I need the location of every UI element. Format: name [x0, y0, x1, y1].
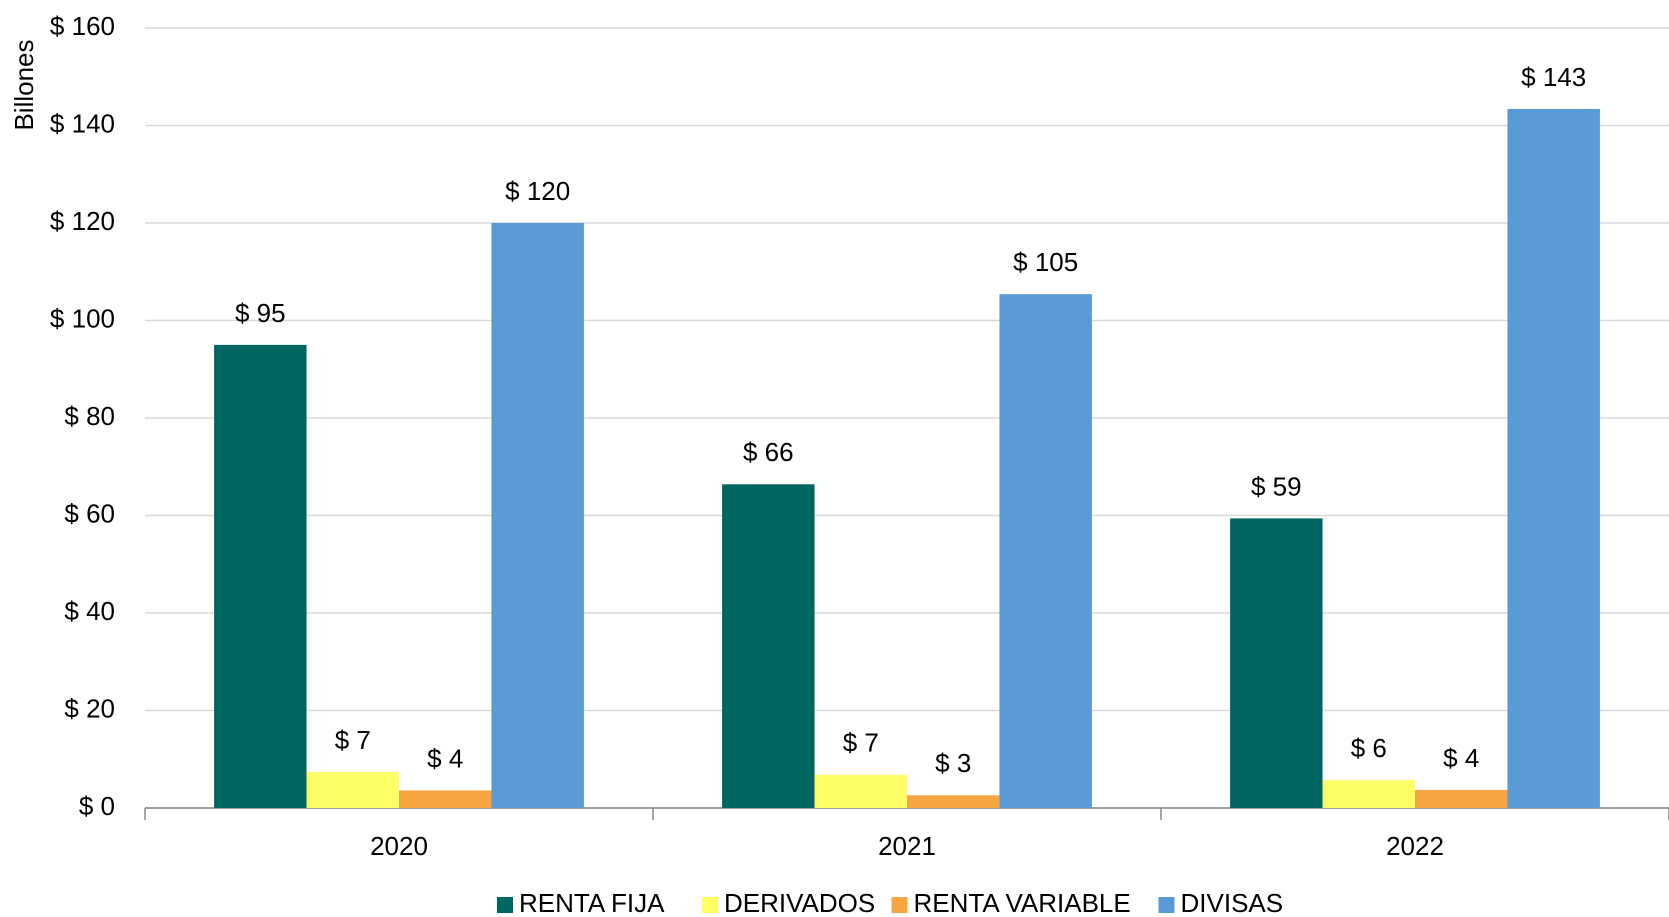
y-tick-label: $ 140: [50, 108, 115, 138]
bar: [1322, 780, 1415, 808]
legend-label: DERIVADOS: [724, 888, 875, 917]
y-tick-label: $ 160: [50, 11, 115, 41]
x-tick-label: 2021: [878, 831, 936, 861]
data-label: $ 143: [1521, 62, 1586, 92]
bar: [907, 795, 1000, 808]
x-tick-label: 2022: [1386, 831, 1444, 861]
bar: [1415, 789, 1508, 808]
legend-swatch: [1158, 897, 1175, 913]
bar: [722, 484, 815, 808]
data-label: $ 105: [1013, 247, 1078, 277]
data-label: $ 7: [335, 725, 371, 755]
bar: [999, 294, 1092, 808]
legend-label: RENTA VARIABLE: [914, 888, 1131, 917]
legend-label: DIVISAS: [1181, 888, 1284, 917]
bar: [814, 774, 907, 808]
y-tick-label: $ 40: [64, 596, 115, 626]
data-label: $ 3: [935, 748, 971, 778]
legend-swatch: [702, 897, 718, 913]
y-tick-label: $ 20: [64, 693, 115, 723]
data-label: $ 66: [743, 437, 794, 467]
data-label: $ 59: [1251, 471, 1302, 501]
data-label: $ 95: [235, 298, 286, 328]
x-tick-label: 2020: [370, 831, 428, 861]
bar: [1230, 518, 1323, 808]
y-tick-label: $ 100: [50, 303, 115, 333]
bar: [214, 344, 307, 808]
data-label: $ 7: [843, 728, 879, 758]
legend-swatch: [891, 897, 908, 913]
y-tick-label: $ 120: [50, 206, 115, 236]
legend-label: RENTA FIJA: [519, 888, 665, 917]
data-label: $ 120: [505, 176, 570, 206]
bar: [1507, 108, 1600, 809]
data-label: $ 4: [1443, 743, 1479, 773]
data-label: $ 6: [1351, 733, 1387, 763]
legend-swatch: [497, 897, 513, 913]
y-axis-title: Billones: [9, 39, 39, 130]
bar: [399, 790, 492, 808]
y-tick-label: $ 60: [64, 498, 115, 528]
bar: [306, 771, 399, 808]
bar: [491, 223, 584, 808]
y-tick-label: $ 0: [79, 791, 115, 821]
data-label: $ 4: [427, 743, 463, 773]
y-tick-label: $ 80: [64, 401, 115, 431]
